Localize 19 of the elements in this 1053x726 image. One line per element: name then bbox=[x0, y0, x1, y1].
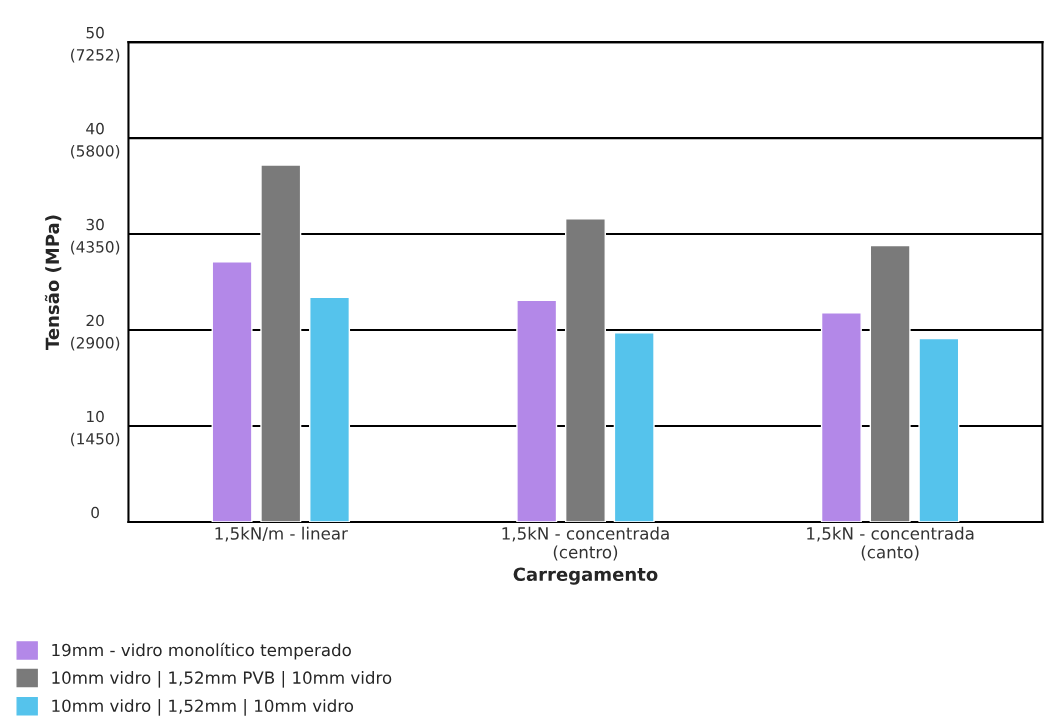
y-tick-label: 50 bbox=[86, 26, 104, 39]
y2-tick-label: (2900) bbox=[71, 336, 120, 351]
x-tick-label: 1,5kN/m - linear bbox=[215, 526, 348, 542]
y2-tick-label: (4350) bbox=[71, 240, 120, 255]
legend-label: 19mm - vidro monolítico temperado bbox=[52, 642, 351, 660]
y-tick-label: 40 bbox=[86, 122, 104, 135]
y-axis-title: Tensão (MPa) bbox=[44, 215, 62, 350]
y2-tick-label: (5800) bbox=[71, 144, 120, 159]
x-axis-title: Carregamento bbox=[513, 567, 658, 585]
y2-tick-label: (1450) bbox=[71, 432, 120, 447]
legend-label: 10mm vidro | 1,52mm | 10mm vidro bbox=[52, 699, 354, 716]
y-tick-label: 10 bbox=[87, 410, 104, 423]
x-tick-label: 1,5kN - concentrada (canto) bbox=[807, 526, 974, 561]
y-tick-label: 0 bbox=[91, 506, 99, 519]
y-tick-label: 20 bbox=[86, 314, 104, 327]
y2-tick-label: (7252) bbox=[71, 48, 120, 63]
y-tick-label: 30 bbox=[86, 218, 104, 231]
legend-label: 10mm vidro | 1,52mm PVB | 10mm vidro bbox=[52, 670, 392, 688]
x-tick-label: 1,5kN - concentrada (centro) bbox=[502, 526, 669, 561]
